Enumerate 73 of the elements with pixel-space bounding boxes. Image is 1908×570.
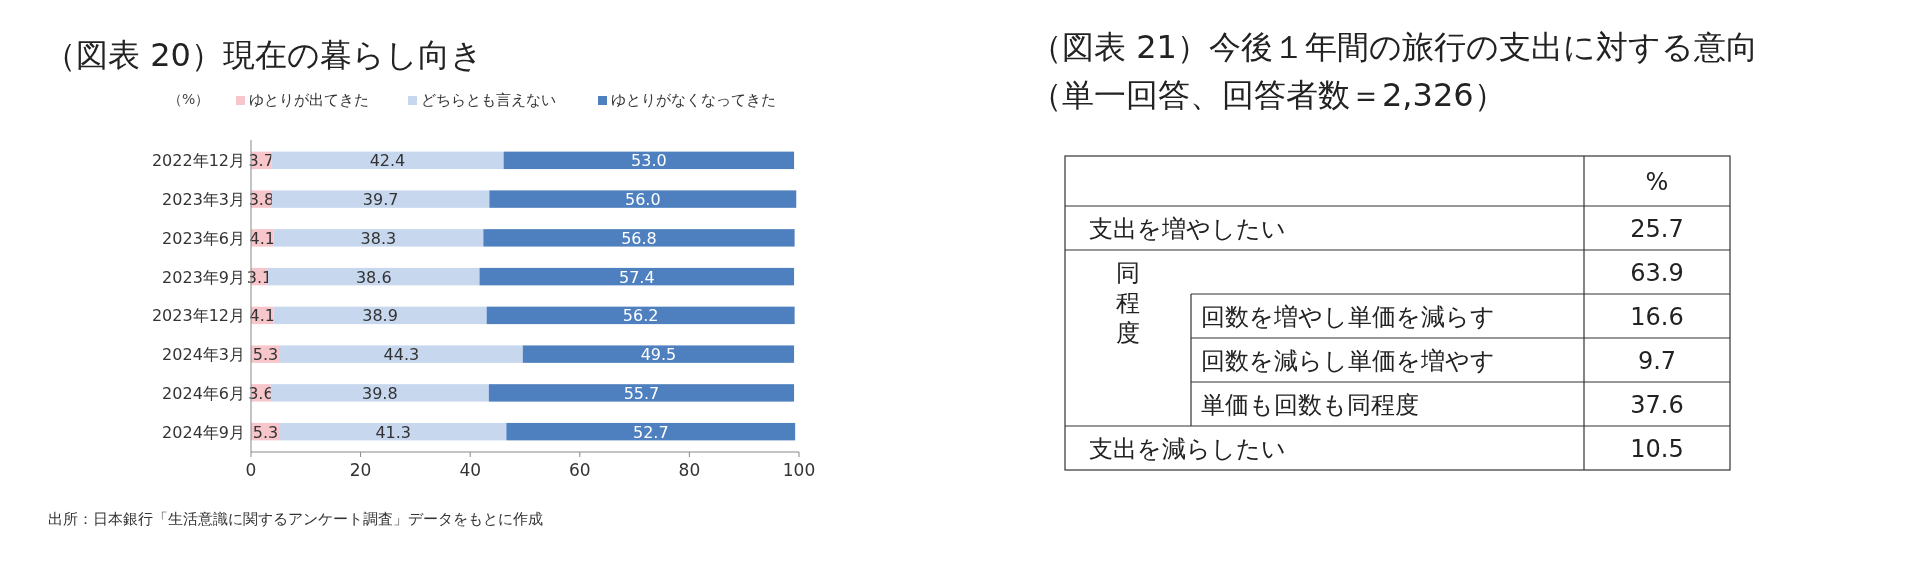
bar [486,306,795,325]
x-tick-label: 100 [782,460,816,480]
bar [271,151,504,170]
data-label: 56.2 [622,306,659,326]
bar [280,422,507,441]
bar [479,267,795,286]
data-label: 5.3 [252,345,279,365]
y-tick-label: 2024年3月 [162,345,245,365]
y-tick-label: 2024年6月 [162,383,245,403]
bar [273,229,484,247]
bar [488,384,795,402]
bar [273,306,487,325]
x-tick-label: 80 [678,460,701,480]
y-tick-label: 2023年12月 [151,306,245,326]
data-label: 38.6 [355,267,392,287]
data-label: 9.7 [1637,347,1677,375]
category-label: 支出を減らしたい [1089,435,1286,463]
text: （図表 21）今後１年間の旅行の支出に対する意向 [1030,28,1758,66]
data-label: 38.3 [360,228,397,248]
text: % [1645,168,1669,196]
category-label: 支出を増やしたい [1089,215,1286,243]
data-label: 39.7 [362,190,399,210]
text: 出所：日本銀行「生活意識に関するアンケート調査」データをもとに作成 [48,510,543,528]
data-label: 41.3 [375,422,412,442]
y-tick-label: 2022年12月 [151,151,245,171]
data-label: 39.8 [361,383,398,403]
data-label: 5.3 [252,422,279,442]
data-label: 4.1 [249,228,275,248]
category-label: 回数を増やし単価を減らす [1201,303,1495,331]
y-tick-label: 2024年9月 [162,422,245,442]
bar [483,229,795,247]
data-label: 56.8 [621,228,657,248]
x-tick-label: 60 [568,460,591,480]
data-label: 42.4 [369,151,406,171]
data-label: 3.1 [246,267,273,287]
data-label: 3.7 [248,151,274,171]
data-label: 16.6 [1630,303,1684,331]
y-tick-label: 2023年6月 [162,228,245,248]
category-label: 回数を減らし単価を増やす [1201,347,1495,375]
x-tick-label: 40 [459,460,482,480]
data-label: 57.4 [618,267,655,287]
data-label: 53.0 [631,151,667,171]
bar [271,190,490,208]
x-tick-label: 0 [245,460,257,480]
x-axis-title: （%） [168,91,210,107]
data-label: 10.5 [1630,435,1684,463]
data-label: 63.9 [1630,259,1684,287]
data-label: 37.6 [1630,391,1684,419]
data-label: 38.9 [362,306,398,326]
bar [270,384,489,402]
y-tick-label: 2023年9月 [162,267,245,287]
bar [267,267,480,286]
data-label: 44.3 [383,345,420,365]
bar [489,190,797,208]
y-tick-label: 2023年3月 [162,190,245,210]
bar [522,345,795,363]
category-label: 同程度 [1116,259,1140,347]
x-tick-label: 20 [349,460,372,480]
category-label: 単価も回数も同程度 [1201,391,1419,419]
data-label: 4.1 [249,306,275,326]
legend-label: ゆとりが出てきた [249,91,369,109]
bar [280,345,523,363]
data-label: 55.7 [623,383,660,403]
legend-label: ゆとりがなくなってきた [611,91,776,109]
bar [503,151,795,170]
data-label: 49.5 [640,345,677,365]
data-label: 25.7 [1630,215,1684,243]
bar [506,422,796,441]
data-label: 52.7 [632,422,669,442]
legend-label: どちらとも言えない [421,91,556,109]
text: （単一回答、回答者数＝2,326） [1030,76,1506,114]
chart-title: （図表 20）現在の暮らし向き [44,36,483,74]
data-label: 56.0 [625,190,661,210]
